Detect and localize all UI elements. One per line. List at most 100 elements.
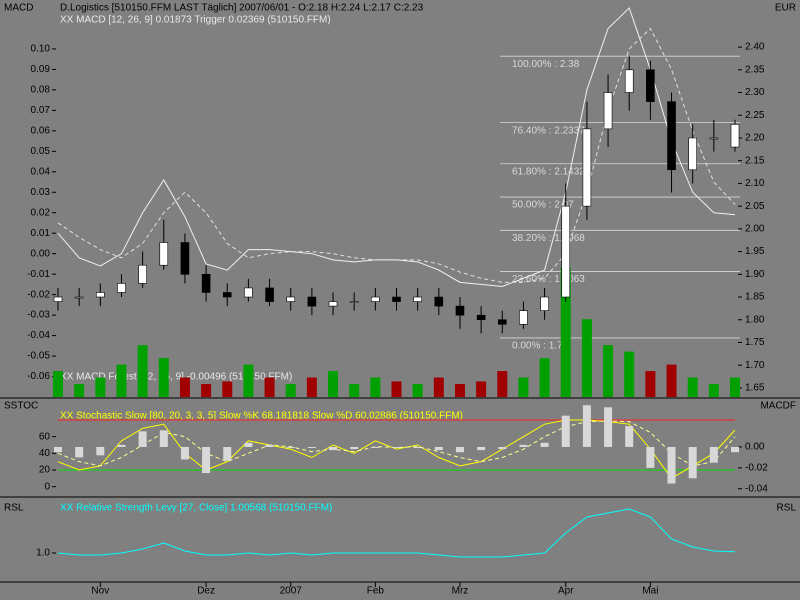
tick-label: 2.05 xyxy=(745,201,765,212)
tick-label: 0.07 xyxy=(31,105,51,116)
chart-title: D.Logistics [510150.FFM LAST Täglich] 20… xyxy=(60,3,424,14)
tick-label: 0.08 xyxy=(31,85,51,96)
right-label: MACDF xyxy=(760,401,796,412)
right-label: RSL xyxy=(777,503,797,514)
volume-bar xyxy=(53,371,63,397)
forest-bar xyxy=(371,446,380,448)
candle-body xyxy=(53,296,63,302)
subtitle: XX MACD [12, 26, 9] 0.01873 Trigger 0.02… xyxy=(60,15,331,26)
forest-bar xyxy=(329,446,338,451)
forest-bar xyxy=(54,446,62,453)
candle-body xyxy=(244,287,253,298)
tick-label: 0.10 xyxy=(31,44,51,55)
indicator-line xyxy=(57,27,736,283)
candle-body xyxy=(688,137,697,171)
tick-label: 0.03 xyxy=(31,187,51,198)
forest-bar xyxy=(582,405,591,447)
forest-bar xyxy=(307,446,316,449)
fib-label: 61.80% : 2.1432 xyxy=(512,166,585,177)
tick-label: 0.09 xyxy=(31,64,51,75)
volume-bar xyxy=(454,384,465,397)
tick-label: 0.06 xyxy=(31,125,51,136)
volume-bar xyxy=(433,377,444,397)
x-tick-label: Nov xyxy=(91,586,109,597)
x-tick-label: Mrz xyxy=(452,586,469,597)
indicator-line xyxy=(57,419,736,479)
candle-body xyxy=(730,124,740,148)
x-tick-label: Mai xyxy=(642,586,658,597)
tick-label: 1.90 xyxy=(745,269,765,280)
volume-bar xyxy=(687,377,698,397)
candle-body xyxy=(476,314,486,321)
volume-bar xyxy=(645,371,656,397)
fib-label: 38.20% : 1.9968 xyxy=(512,233,585,244)
left-label: MACD xyxy=(4,3,33,14)
subtitle: XX MACD Forest [12, 26, 9] -0.00496 (510… xyxy=(60,372,292,383)
tick-label: 2.20 xyxy=(745,133,765,144)
candle-body xyxy=(413,296,422,302)
volume-bar xyxy=(603,345,614,397)
candle-body xyxy=(222,292,232,298)
volume-bar xyxy=(624,351,635,397)
forest-bar xyxy=(138,431,147,447)
forest-bar xyxy=(350,446,359,450)
indicator-line xyxy=(57,508,736,558)
forest-bar xyxy=(709,446,718,463)
tick-label: 40 xyxy=(39,448,51,459)
forest-bar xyxy=(117,444,126,447)
volume-bar xyxy=(539,358,550,397)
fib-label: 50.00% : 2.07 xyxy=(512,200,574,211)
candle-body xyxy=(117,283,126,293)
tick-label: 2.15 xyxy=(745,155,765,166)
candle-body xyxy=(349,301,359,303)
tick-label: -0.04 xyxy=(745,483,768,494)
volume-bar xyxy=(222,381,233,397)
tick-label: 2.10 xyxy=(745,178,765,189)
left-label: RSL xyxy=(4,503,24,514)
left-label: SSTOC xyxy=(4,401,38,412)
tick-label: 0 xyxy=(44,481,50,492)
candle-body xyxy=(159,242,169,266)
volume-bar xyxy=(476,381,487,397)
tick-label: 1.65 xyxy=(745,383,765,394)
candle-body xyxy=(307,296,317,307)
volume-bar xyxy=(95,377,106,397)
forest-bar xyxy=(223,446,232,461)
candle-body xyxy=(201,274,211,293)
forest-bar xyxy=(667,446,676,484)
tick-label: -0.06 xyxy=(27,371,50,382)
forest-bar xyxy=(180,446,189,460)
forest-bar xyxy=(96,446,105,456)
tick-label: 60 xyxy=(39,431,51,442)
candle-body xyxy=(624,69,634,93)
candle-body xyxy=(286,296,296,302)
candle-body xyxy=(138,264,147,284)
forest-bar xyxy=(540,442,549,447)
x-tick-label: Dez xyxy=(197,586,215,597)
tick-label: 2.40 xyxy=(745,42,765,53)
tick-label: 1.70 xyxy=(745,360,765,371)
forest-bar xyxy=(392,446,401,448)
tick-label: 0.00 xyxy=(745,442,765,453)
forest-bar xyxy=(498,446,507,450)
forest-bar xyxy=(434,446,443,451)
panel-title: XX Relative Strength Levy [27, Close] 1.… xyxy=(60,503,332,514)
volume-bar xyxy=(518,377,529,397)
volume-bar xyxy=(666,364,677,397)
volume-bar xyxy=(730,377,740,397)
forest-bar xyxy=(244,442,253,447)
tick-label: 1.85 xyxy=(745,292,765,303)
volume-bar xyxy=(391,381,402,397)
tick-label: 0.05 xyxy=(31,146,51,157)
volume-bar xyxy=(243,364,254,397)
tick-label: 2.35 xyxy=(745,64,765,75)
tick-label: 0.02 xyxy=(31,207,51,218)
candle-body xyxy=(434,296,444,307)
forest-bar xyxy=(477,446,486,451)
volume-bar xyxy=(708,384,719,397)
candle-body xyxy=(603,92,613,130)
forest-bar xyxy=(202,446,211,474)
tick-label: -0.04 xyxy=(27,330,50,341)
volume-bar xyxy=(137,345,148,397)
